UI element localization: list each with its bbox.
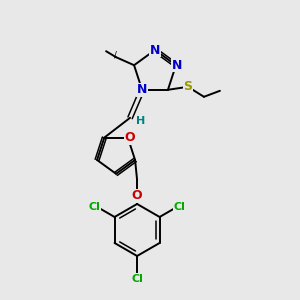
Text: Cl: Cl (131, 274, 143, 284)
Text: H: H (136, 116, 146, 126)
Text: Cl: Cl (88, 202, 100, 212)
Text: /: / (114, 51, 116, 60)
Text: S: S (183, 80, 192, 93)
Text: N: N (137, 83, 147, 96)
Text: O: O (124, 131, 135, 144)
Text: N: N (150, 44, 160, 56)
Text: O: O (132, 190, 142, 202)
Text: Cl: Cl (174, 202, 186, 212)
Text: N: N (172, 59, 182, 72)
